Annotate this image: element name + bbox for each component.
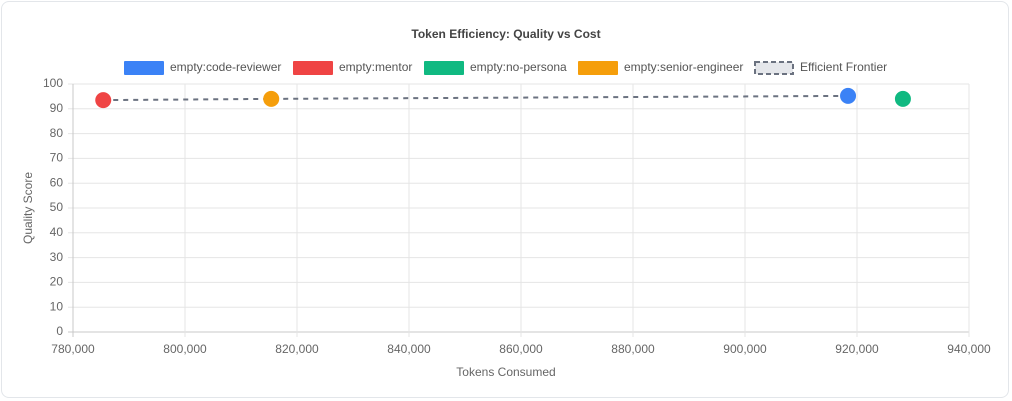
y-tick-label: 100 <box>43 76 63 90</box>
legend-label: empty:mentor <box>339 60 412 74</box>
x-tick-label: 940,000 <box>947 342 991 356</box>
x-tick-label: 880,000 <box>611 342 655 356</box>
chart-title: Token Efficiency: Quality vs Cost <box>411 27 600 41</box>
x-axis-label: Tokens Consumed <box>456 365 555 379</box>
y-tick-label: 30 <box>50 250 64 264</box>
point <box>840 87 857 104</box>
y-tick-label: 40 <box>50 225 64 239</box>
legend-swatch <box>754 61 794 75</box>
point <box>95 92 112 109</box>
x-tick-label: 920,000 <box>835 342 879 356</box>
x-tick-label: 900,000 <box>723 342 767 356</box>
legend-swatch <box>578 61 618 75</box>
y-tick-label: 0 <box>56 324 63 338</box>
x-tick-label: 780,000 <box>51 342 95 356</box>
x-tick-label: 820,000 <box>275 342 319 356</box>
point <box>894 90 911 107</box>
legend-swatch <box>424 61 464 75</box>
legend-label: Efficient Frontier <box>800 60 887 74</box>
y-tick-label: 10 <box>50 299 64 313</box>
x-tick-label: 800,000 <box>163 342 207 356</box>
y-tick-label: 70 <box>50 151 64 165</box>
legend-swatch <box>293 61 333 75</box>
x-tick-label: 860,000 <box>499 342 543 356</box>
x-tick-label: 840,000 <box>387 342 431 356</box>
y-tick-label: 80 <box>50 126 64 140</box>
legend-swatch <box>124 61 164 75</box>
frontier-line <box>103 94 849 102</box>
y-tick-label: 60 <box>50 175 64 189</box>
legend-label: empty:senior-engineer <box>624 60 743 74</box>
y-tick-label: 90 <box>50 101 64 115</box>
y-tick-label: 50 <box>50 200 64 214</box>
legend-label: empty:code-reviewer <box>170 60 281 74</box>
point <box>263 90 280 107</box>
y-axis-label: Quality Score <box>21 172 35 244</box>
y-tick-label: 20 <box>50 275 64 289</box>
legend-label: empty:no-persona <box>470 60 567 74</box>
